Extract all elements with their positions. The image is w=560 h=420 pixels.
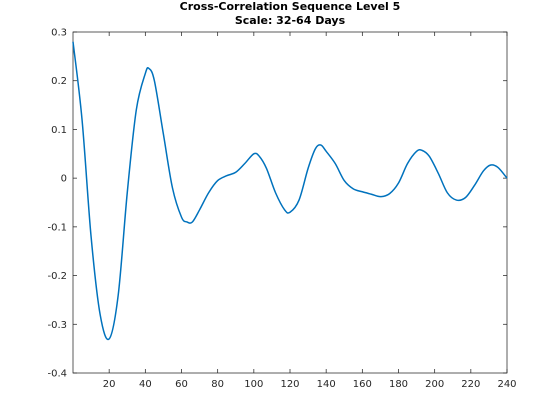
x-tick-label: 20 <box>103 379 116 390</box>
y-tick-label: -0.2 <box>47 271 67 282</box>
axes-frame <box>72 31 508 374</box>
y-tick-label: 0.3 <box>51 28 67 39</box>
y-tick-label: 0 <box>61 174 67 185</box>
y-tick-label: -0.3 <box>47 320 67 331</box>
x-tick-label: 100 <box>244 379 263 390</box>
x-tick-label: 40 <box>139 379 152 390</box>
chart-subtitle: Scale: 32-64 Days <box>234 14 346 27</box>
x-tick-label: 200 <box>425 379 444 390</box>
x-tick-label: 60 <box>175 379 188 390</box>
y-tick-label: -0.4 <box>47 369 67 380</box>
x-tick-label: 160 <box>353 379 372 390</box>
x-axis: 20 40 60 80 100 120 140 160 180 200 220 240 <box>103 32 517 390</box>
y-tick-label: 0.1 <box>51 125 67 136</box>
x-tick-label: 220 <box>461 379 480 390</box>
series-line <box>72 41 508 341</box>
axes-box <box>72 31 508 374</box>
x-tick-label: 180 <box>389 379 408 390</box>
x-tick-label: 120 <box>280 379 299 390</box>
x-tick-label: 80 <box>211 379 224 390</box>
x-tick-label: 140 <box>317 379 336 390</box>
chart-title: Cross-Correlation Sequence Level 5 <box>179 0 401 13</box>
y-tick-label: -0.1 <box>47 222 67 233</box>
plot-lines <box>72 41 508 341</box>
y-axis: -0.4 -0.3 -0.2 -0.1 0 0.1 0.2 0.3 <box>47 28 507 380</box>
x-tick-label: 240 <box>497 379 516 390</box>
y-tick-label: 0.2 <box>51 76 67 87</box>
